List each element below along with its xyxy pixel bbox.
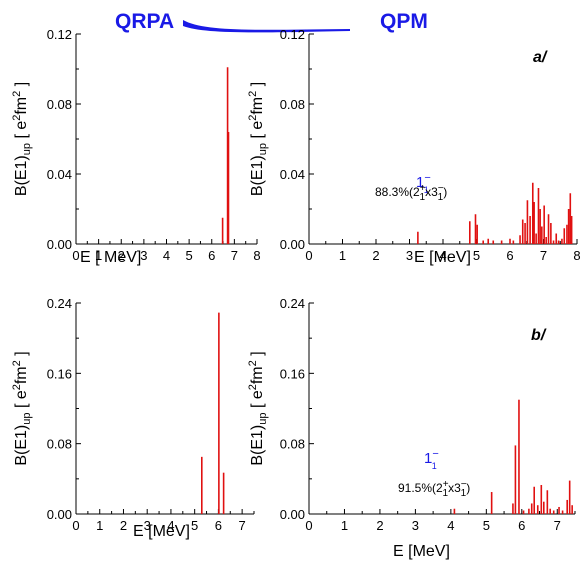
x-tick-label: 6 <box>208 248 215 263</box>
x-tick-label: 8 <box>573 248 580 263</box>
panel-qrpa-a: 0 1 2 3 4 5 6 7 8 0.00 0.04 0.08 0.12 E [ MeV] B(E1)up… <box>11 27 261 266</box>
header-qrpa: QRPA <box>115 10 174 33</box>
y-axis-label: B(E1)up [ e2fm2 ] <box>11 82 33 196</box>
panel-label: b/ <box>531 327 547 344</box>
x-tick-label: 8 <box>253 248 260 263</box>
x-tick-label: 2 <box>118 248 125 263</box>
x-tick-label: 7 <box>231 248 238 263</box>
x-tick-label: 4 <box>447 518 454 533</box>
x-tick-label: 6 <box>506 248 513 263</box>
x-tick-label: 2 <box>376 518 383 533</box>
x-tick-label: 1 <box>96 518 103 533</box>
y-tick-label: 0.00 <box>47 507 72 522</box>
y-tick-label: 0.12 <box>47 27 72 42</box>
x-tick-label: 5 <box>191 518 198 533</box>
y-tick-label: 0.08 <box>280 97 305 112</box>
x-tick-label: 4 <box>167 518 174 533</box>
configuration-annotation: 91.5%(2+ 1x3− 1) <box>398 479 470 499</box>
x-tick-label: 0 <box>72 518 79 533</box>
y-tick-label: 0.08 <box>47 97 72 112</box>
y-tick-label: 0.08 <box>280 437 305 452</box>
y-axis-label: B(E1)up [ e2fm2 ] <box>11 351 33 465</box>
x-tick-label: 5 <box>186 248 193 263</box>
x-tick-label: 3 <box>140 248 147 263</box>
panel-qpm-b: 0 1 2 3 4 5 6 7 0.00 0.08 0.16 0.24 E [MeV] B(E1)up [… <box>247 296 576 560</box>
state-label: 1− 1 <box>424 448 439 471</box>
y-tick-label: 0.04 <box>280 167 305 182</box>
y-tick-label: 0.00 <box>280 507 305 522</box>
x-tick-label: 5 <box>473 248 480 263</box>
y-tick-label: 0.00 <box>280 237 305 252</box>
x-tick-label: 5 <box>483 518 490 533</box>
y-tick-label: 0.16 <box>280 366 305 381</box>
x-axis-label: E [MeV] <box>393 543 450 560</box>
x-tick-label: 6 <box>518 518 525 533</box>
x-tick-label: 0 <box>305 518 312 533</box>
x-tick-label: 2 <box>372 248 379 263</box>
x-tick-label: 3 <box>406 248 413 263</box>
y-axis-label: B(E1)up [ e2fm2 ] <box>247 82 269 196</box>
header-swoosh <box>183 20 350 33</box>
y-tick-label: 0.04 <box>47 167 72 182</box>
x-tick-label: 1 <box>339 248 346 263</box>
panel-qpm-a: 0 1 2 3 4 5 6 7 8 0.00 0.04 0.08 0.12 E [MeV] B(E1)up … <box>247 27 581 266</box>
x-tick-label: 7 <box>554 518 561 533</box>
y-tick-label: 0.24 <box>280 296 305 311</box>
y-tick-label: 0.24 <box>47 296 72 311</box>
y-tick-label: 0.08 <box>47 437 72 452</box>
x-tick-label: 1 <box>341 518 348 533</box>
x-tick-label: 3 <box>412 518 419 533</box>
x-tick-label: 6 <box>215 518 222 533</box>
y-tick-label: 0.00 <box>47 237 72 252</box>
x-tick-label: 4 <box>439 248 446 263</box>
header-qpm: QPM <box>380 10 428 33</box>
y-tick-label: 0.16 <box>47 366 72 381</box>
x-tick-label: 0 <box>305 248 312 263</box>
x-axis-label: E [MeV] <box>133 523 190 540</box>
configuration-annotation: 88.3%(2+ 1x3− 1) <box>375 183 447 203</box>
x-tick-label: 1 <box>95 248 102 263</box>
panel-label: a/ <box>533 49 548 66</box>
x-tick-label: 4 <box>163 248 170 263</box>
state-label: 1− 1 <box>416 172 431 195</box>
x-tick-label: 0 <box>72 248 79 263</box>
y-axis-label: B(E1)up [ e2fm2 ] <box>247 351 269 465</box>
panels: 0 1 2 3 4 5 6 7 80.000.040.080.12E [ MeV]B(E1)up… <box>11 27 581 560</box>
x-axis-label: E [ MeV] <box>80 249 141 266</box>
panel-qrpa-b: 0 1 2 3 4 5 6 7 0.00 0.08 0.16 0.24 E [MeV] B(E1)up [… <box>11 296 255 540</box>
x-tick-label: 7 <box>540 248 547 263</box>
x-tick-label: 7 <box>239 518 246 533</box>
x-tick-label: 2 <box>120 518 127 533</box>
x-axis-label: E [MeV] <box>414 249 471 266</box>
x-tick-label: 3 <box>144 518 151 533</box>
y-tick-label: 0.12 <box>280 27 305 42</box>
